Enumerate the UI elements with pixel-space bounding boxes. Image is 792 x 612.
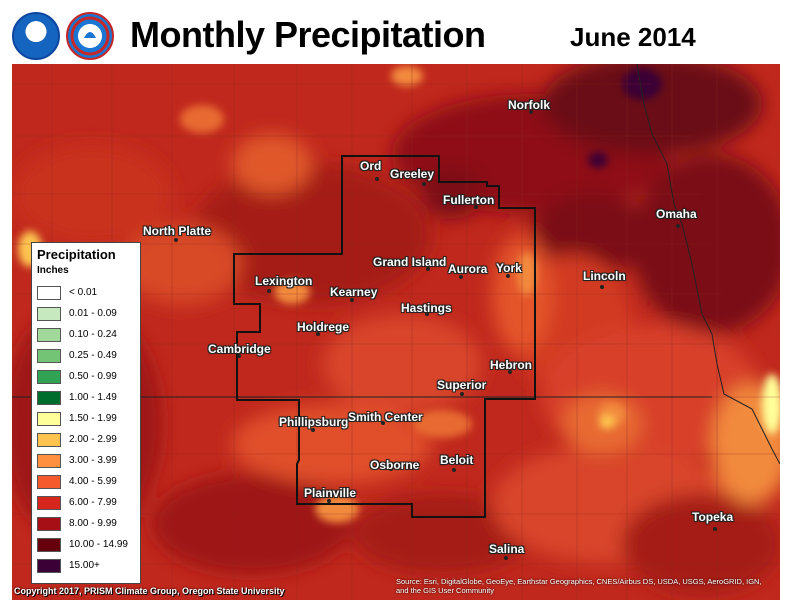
legend-item: 1.50 - 1.99	[37, 411, 137, 429]
legend-title: Precipitation	[37, 247, 116, 262]
city-label-north-platte: North Platte	[143, 224, 212, 238]
city-dot	[506, 274, 510, 278]
city-label-beloit: Beloit	[440, 453, 474, 467]
region-outline	[233, 155, 536, 518]
city-label-superior: Superior	[437, 378, 487, 392]
city-label-hastings: Hastings	[401, 301, 452, 315]
page-title: Monthly Precipitation	[130, 14, 486, 55]
precip-spots	[18, 66, 780, 523]
city-label-norfolk: Norfolk	[508, 98, 550, 112]
city-dot	[237, 354, 241, 358]
legend-swatch	[37, 412, 61, 426]
city-label-salina: Salina	[489, 542, 525, 556]
city-label-phillipsburg: Phillipsburg	[279, 415, 349, 429]
noaa-logo	[12, 12, 60, 60]
city-dot	[425, 312, 429, 316]
city-dot	[311, 428, 315, 432]
city-label-omaha: Omaha	[656, 207, 697, 221]
city-dot	[474, 205, 478, 209]
city-label-lexington: Lexington	[255, 274, 313, 288]
legend-swatch	[37, 391, 61, 405]
city-label-greeley: Greeley	[390, 167, 435, 181]
city-label-fullerton: Fullerton	[443, 193, 495, 207]
legend-item: 2.00 - 2.99	[37, 432, 137, 450]
city-dot	[381, 421, 385, 425]
city-label-kearney: Kearney	[330, 285, 378, 299]
legend-swatch	[37, 286, 61, 300]
city-dot	[504, 556, 508, 560]
legend-swatch	[37, 475, 61, 489]
map-attribution: Source: Esri, DigitalGlobe, GeoEye, Eart…	[396, 577, 762, 595]
city-label-topeka: Topeka	[692, 510, 734, 524]
legend-swatch	[37, 538, 61, 552]
legend-item: 10.00 - 14.99	[37, 537, 137, 555]
legend-item: 0.10 - 0.24	[37, 327, 137, 345]
legend-item: 0.01 - 0.09	[37, 306, 137, 324]
copyright: Copyright 2017, PRISM Climate Group, Ore…	[14, 586, 285, 596]
legend-swatch	[37, 496, 61, 510]
city-label-plainville: Plainville	[304, 486, 357, 500]
city-dot	[350, 298, 354, 302]
city-label-cambridge: Cambridge	[208, 342, 271, 356]
city-dot	[459, 275, 463, 279]
city-dot	[375, 177, 379, 181]
city-dot	[452, 468, 456, 472]
city-dot	[529, 110, 533, 114]
missouri-river	[636, 64, 780, 465]
legend-item: 6.00 - 7.99	[37, 495, 137, 513]
legend-item: 0.25 - 0.49	[37, 348, 137, 366]
city-label-osborne: Osborne	[370, 458, 420, 472]
legend: Precipitation Inches < 0.01 0.01 - 0.09 …	[31, 242, 141, 584]
city-dot	[389, 467, 393, 471]
legend-item: 15.00+	[37, 558, 137, 576]
city-label-grand-island: Grand Island	[373, 255, 447, 269]
legend-swatch	[37, 454, 61, 468]
city-dot	[508, 370, 512, 374]
legend-swatch	[37, 433, 61, 447]
city-label-hebron: Hebron	[490, 358, 532, 372]
city-label-ord: Ord	[360, 159, 382, 173]
legend-item: 8.00 - 9.99	[37, 516, 137, 534]
legend-swatch	[37, 349, 61, 363]
city-dot	[422, 182, 426, 186]
city-dot	[676, 224, 680, 228]
legend-item: 4.00 - 5.99	[37, 474, 137, 492]
legend-swatch	[37, 559, 61, 573]
city-dot	[713, 527, 717, 531]
city-dot	[174, 238, 178, 242]
legend-swatch	[37, 517, 61, 531]
city-dot	[460, 392, 464, 396]
legend-units: Inches	[37, 265, 69, 276]
city-label-lincoln: Lincoln	[583, 269, 626, 283]
city-label-york: York	[496, 261, 522, 275]
nws-logo	[66, 12, 114, 60]
city-label-aurora: Aurora	[448, 262, 488, 276]
legend-item: 0.50 - 0.99	[37, 369, 137, 387]
city-dot	[316, 332, 320, 336]
city-label-holdrege: Holdrege	[297, 320, 350, 334]
map-date: June 2014	[570, 22, 696, 52]
city-dot	[600, 285, 604, 289]
legend-item: 3.00 - 3.99	[37, 453, 137, 471]
header: Monthly Precipitation June 2014	[0, 0, 792, 64]
legend-item: < 0.01	[37, 285, 137, 303]
legend-item: 1.00 - 1.49	[37, 390, 137, 408]
city-dot	[267, 289, 271, 293]
legend-swatch	[37, 307, 61, 321]
city-dot	[327, 499, 331, 503]
legend-swatch	[37, 370, 61, 384]
legend-swatch	[37, 328, 61, 342]
city-dot	[426, 267, 430, 271]
city-label-smith-center: Smith Center	[348, 410, 423, 424]
